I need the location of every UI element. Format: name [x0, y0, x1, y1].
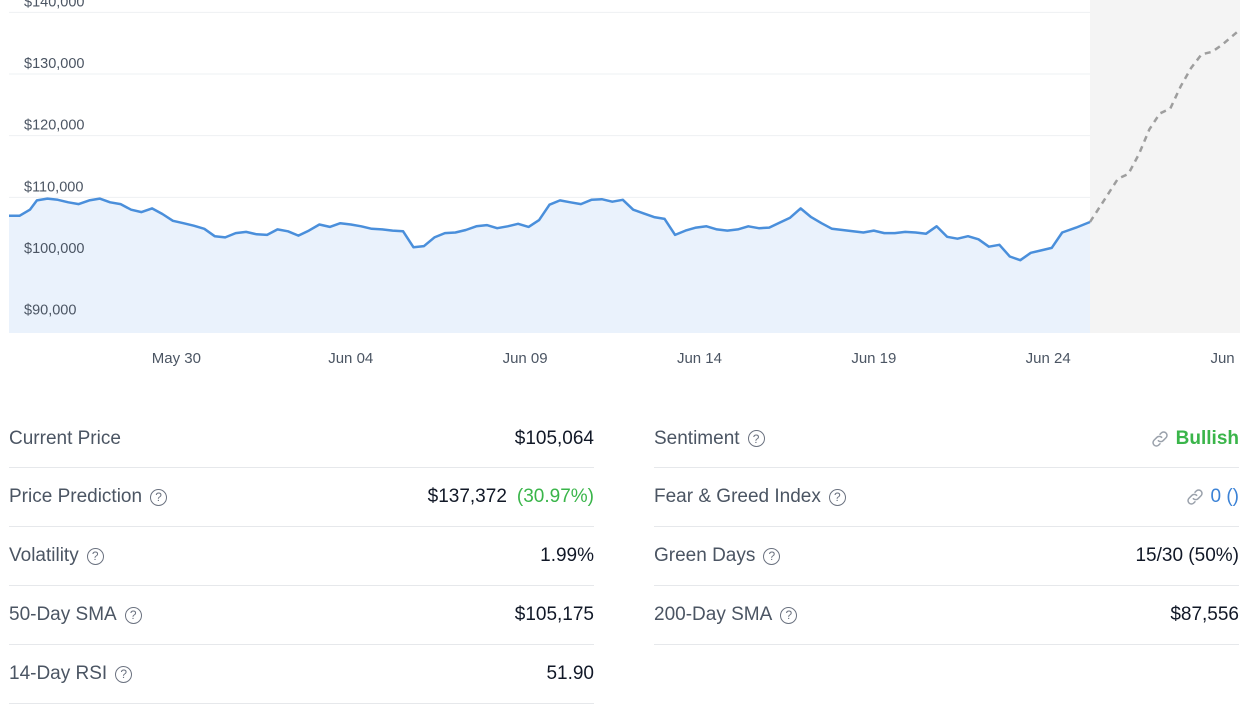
question-circle-icon[interactable]: ?	[747, 430, 765, 447]
y-tick-label: $130,000	[24, 56, 84, 72]
question-circle-icon[interactable]: ?	[124, 606, 142, 624]
stat-label: 50-Day SMA	[9, 604, 117, 625]
stat-label-wrap: Volatility ?	[9, 545, 104, 567]
x-axis-ticks: May 30 Jun 04 Jun 09 Jun 14 Jun 19 Jun 24 Jun	[152, 350, 1235, 367]
price-area-fill	[9, 198, 1090, 333]
stat-label: Volatility	[9, 545, 79, 566]
stat-label: 200-Day SMA	[654, 604, 773, 625]
stat-label: Fear & Greed Index	[654, 486, 821, 507]
stat-label: 14-Day RSI	[9, 663, 108, 684]
stat-label: Current Price	[9, 427, 121, 449]
stat-row-sentiment: Sentiment ? Bullish	[654, 410, 1239, 468]
stat-label-wrap: 50-Day SMA ?	[9, 604, 142, 626]
x-tick-label: Jun 04	[328, 350, 373, 367]
fear-greed-value: 0 ()	[1210, 486, 1240, 507]
price-history-line	[9, 197, 1091, 262]
y-tick-label: $120,000	[24, 118, 84, 134]
stat-label-wrap: Fear & Greed Index ?	[654, 486, 846, 508]
y-tick-label: $110,000	[24, 179, 83, 195]
x-tick-label: Jun 14	[677, 350, 722, 367]
price-prediction-line	[1088, 28, 1241, 223]
price-chart: $140,000 $130,000 $120,000 $110,000 $100,000…	[9, 0, 1241, 367]
stat-value: 1.99%	[540, 545, 594, 566]
stat-label-wrap: Sentiment ?	[654, 428, 765, 450]
stat-value: $105,175	[514, 604, 594, 625]
stat-value: $137,372	[427, 486, 507, 507]
stat-label-wrap: Price Prediction ?	[9, 486, 168, 508]
stat-label-wrap: 14-Day RSI ?	[9, 663, 133, 685]
x-tick-label: Jun 24	[1026, 350, 1071, 367]
y-tick-label: $100,000	[24, 241, 84, 257]
stat-value: 51.90	[546, 663, 594, 684]
stat-value: 15/30 (50%)	[1135, 545, 1239, 566]
prediction-change-percent: (30.97%)	[516, 486, 594, 507]
question-circle-icon[interactable]: ?	[828, 488, 846, 506]
fear-greed-link[interactable]: 0 ()	[1185, 486, 1240, 508]
stat-row-current-price: Current Price $105,064	[9, 410, 594, 468]
sentiment-link[interactable]: Bullish	[1150, 428, 1239, 450]
y-axis-ticks: $140,000 $130,000 $120,000 $110,000 $100,000…	[24, 0, 84, 319]
stat-value: $87,556	[1170, 604, 1239, 625]
stat-row-price-prediction: Price Prediction ? $137,372 (30.97%)	[9, 468, 594, 527]
x-tick-label: Jun 09	[503, 350, 548, 367]
stat-row-14-day-rsi: 14-Day RSI ? 51.90	[9, 645, 594, 704]
stat-row-50-day-sma: 50-Day SMA ? $105,175	[9, 586, 594, 645]
stat-row-200-day-sma: 200-Day SMA ? $87,556	[654, 586, 1239, 645]
stat-label-wrap: Green Days ?	[654, 545, 781, 567]
sentiment-value: Bullish	[1175, 427, 1239, 449]
y-tick-label: $140,000	[24, 0, 84, 10]
stat-row-green-days: Green Days ? 15/30 (50%)	[654, 527, 1239, 586]
stat-label: Sentiment	[654, 427, 740, 449]
question-circle-icon[interactable]: ?	[150, 488, 168, 506]
question-circle-icon[interactable]: ?	[86, 547, 104, 565]
stat-value: $105,064	[514, 427, 594, 449]
link-icon	[1150, 429, 1170, 449]
stats-right-column: Sentiment ? Bullish Fear & Greed Index ?	[654, 410, 1239, 645]
question-circle-icon[interactable]: ?	[763, 547, 781, 565]
stat-label-wrap: 200-Day SMA ?	[654, 604, 798, 626]
stat-row-fear-greed: Fear & Greed Index ? 0 ()	[654, 468, 1239, 527]
projection-background	[1090, 0, 1240, 333]
question-circle-icon[interactable]: ?	[780, 606, 798, 624]
x-tick-label: Jun 19	[851, 350, 896, 367]
x-tick-label: May 30	[152, 350, 201, 367]
stat-value-wrap: $137,372 (30.97%)	[428, 486, 594, 508]
stat-label: Green Days	[654, 545, 756, 566]
question-circle-icon[interactable]: ?	[115, 665, 133, 683]
x-tick-label: Jun	[1210, 350, 1234, 367]
stat-label: Price Prediction	[9, 486, 143, 507]
y-tick-label: $90,000	[24, 303, 76, 319]
stats-left-column: Current Price $105,064 Price Prediction …	[9, 410, 594, 704]
link-icon	[1185, 487, 1205, 507]
stat-row-volatility: Volatility ? 1.99%	[9, 527, 594, 586]
